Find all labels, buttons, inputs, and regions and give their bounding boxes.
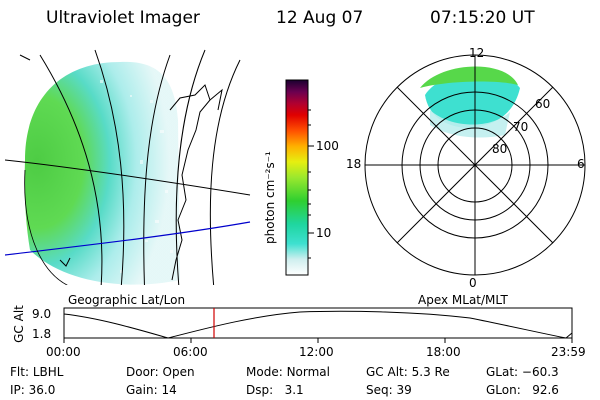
right-panel-caption: Apex MLat/MLT (418, 293, 508, 307)
info-seq: Seq: 39 (366, 383, 412, 397)
info-gain: Gain: 14 (126, 383, 177, 397)
time-tick-1800: 18:00 (426, 345, 461, 359)
aurora-image-left (24, 61, 180, 285)
image-noise (100, 80, 173, 273)
gc-alt-ytick-top: 9.0 (32, 307, 52, 321)
app-title: Ultraviolet Imager (46, 8, 200, 28)
info-glon: GLon: 92.6 (486, 383, 559, 397)
time-tick-1200: 12:00 (299, 345, 334, 359)
geographic-map (5, 49, 251, 285)
time-tick-0600: 06:00 (173, 345, 208, 359)
mlt-label-18: 18 (346, 157, 362, 171)
info-dsp: Dsp: 3.1 (246, 383, 304, 397)
left-panel-caption: Geographic Lat/Lon (68, 293, 186, 307)
mlat-label-70: 70 (513, 120, 529, 134)
colorbar-tick-100: 100 (316, 139, 339, 153)
location-marker-icon (59, 257, 71, 267)
coastline (169, 84, 211, 281)
polar-plot (364, 54, 586, 276)
colorbar (285, 79, 309, 276)
mlt-label-12: 12 (469, 46, 485, 60)
mlt-label-6: 6 (577, 157, 585, 171)
time-tick-2359: 23:59 (551, 345, 586, 359)
magnetic-meridian-line (5, 221, 251, 256)
geo-grid (5, 49, 251, 285)
gc-alt-ylabel: GC Alt (12, 305, 26, 343)
info-gc-alt: GC Alt: 5.3 Re (366, 365, 450, 379)
colorbar-unit-label: photon cm⁻²s⁻¹ (263, 151, 277, 244)
colorbar-tick-10: 10 (316, 226, 332, 240)
aurora-oval-green (420, 66, 518, 88)
mlt-label-0: 0 (469, 276, 477, 290)
gc-alt-ytick-bottom: 1.8 (32, 327, 52, 341)
time-tick-0000: 00:00 (46, 345, 81, 359)
info-ip: IP: 36.0 (10, 383, 56, 397)
mlat-label-60: 60 (535, 97, 551, 111)
gc-alt-curve (63, 310, 573, 339)
info-glat: GLat: −60.3 (486, 365, 559, 379)
colorbar-ticks (308, 109, 314, 259)
time-label: 07:15:20 UT (430, 8, 535, 28)
date-label: 12 Aug 07 (276, 8, 364, 28)
info-mode: Mode: Normal (246, 365, 330, 379)
info-flt: Flt: LBHL (10, 365, 64, 379)
info-door: Door: Open (126, 365, 195, 379)
mlat-label-80: 80 (492, 142, 508, 156)
gc-alt-strip (63, 307, 573, 343)
